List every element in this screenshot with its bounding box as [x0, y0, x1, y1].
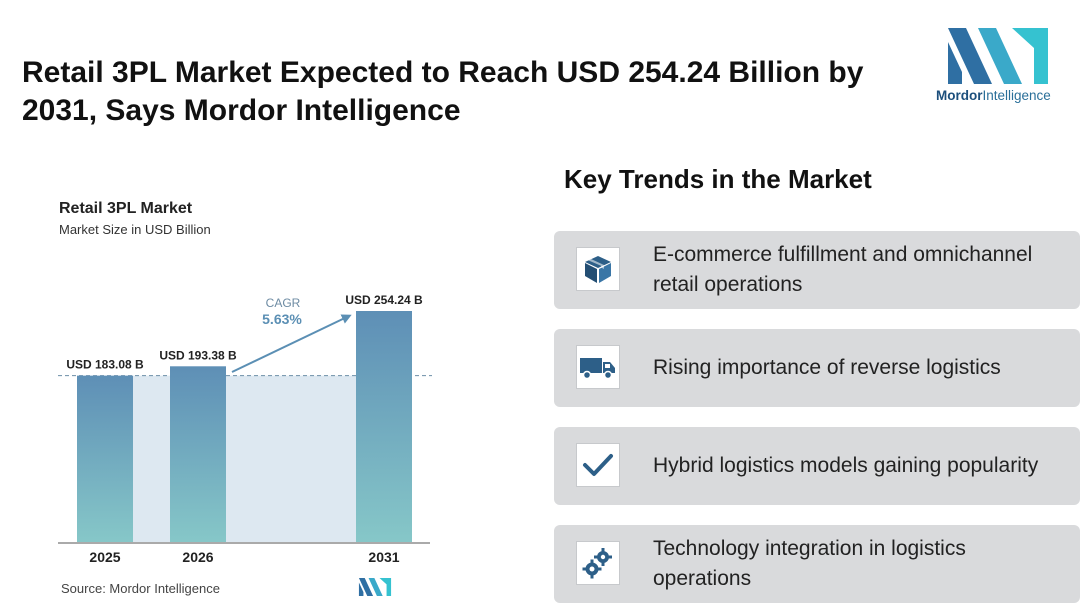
bar-value-label: USD 183.08 B — [66, 358, 144, 372]
x-tick-label: 2025 — [89, 549, 120, 565]
bar-2031 — [356, 311, 412, 542]
trend-text: Hybrid logistics models gaining populari… — [653, 454, 1039, 477]
mini-logo-icon — [358, 578, 392, 596]
cagr-arrow — [231, 314, 352, 373]
cagr-value: 5.63% — [262, 311, 302, 327]
chart-title: Retail 3PL Market — [59, 200, 193, 217]
bar-2026 — [170, 366, 226, 542]
trend-card-reverse-logistics: Rising importance of reverse logistics — [554, 329, 1080, 407]
x-tick-label: 2031 — [368, 549, 399, 565]
checkmark-icon — [576, 443, 620, 487]
trend-text: Rising importance of reverse logistics — [653, 356, 1001, 379]
logo-mark-icon — [948, 28, 1048, 84]
x-tick-label: 2026 — [182, 549, 213, 565]
chart-source: Source: Mordor Intelligence — [61, 581, 220, 596]
package-box-icon — [576, 247, 620, 291]
mordor-intelligence-logo: MordorIntelligence — [936, 28, 1060, 108]
trend-card-ecommerce: E-commerce fulfillment and omnichannel r… — [554, 231, 1080, 309]
headline: Retail 3PL Market Expected to Reach USD … — [22, 56, 864, 127]
trend-card-hybrid-logistics: Hybrid logistics models gaining populari… — [554, 427, 1080, 505]
logo-word-intelligence: Intelligence — [982, 88, 1051, 103]
bar-value-label: USD 193.38 B — [159, 348, 237, 362]
cagr-label: CAGR — [266, 296, 301, 310]
bar-value-label: USD 254.24 B — [345, 293, 423, 307]
logo-word-mordor: Mordor — [936, 88, 983, 103]
bar-2025 — [77, 375, 133, 542]
gears-icon — [576, 541, 620, 585]
trend-text: Technology integration in logistics oper… — [653, 537, 966, 590]
bar-chart: USD 183.08 B 2025 USD 193.38 B 2026 USD 254.… — [58, 293, 432, 565]
trend-card-technology: Technology integration in logistics oper… — [554, 525, 1080, 603]
trend-text: E-commerce fulfillment and omnichannel r… — [653, 243, 1033, 296]
chart-subtitle: Market Size in USD Billion — [59, 222, 211, 237]
delivery-truck-icon — [576, 345, 620, 389]
trends-title: Key Trends in the Market — [564, 164, 872, 194]
